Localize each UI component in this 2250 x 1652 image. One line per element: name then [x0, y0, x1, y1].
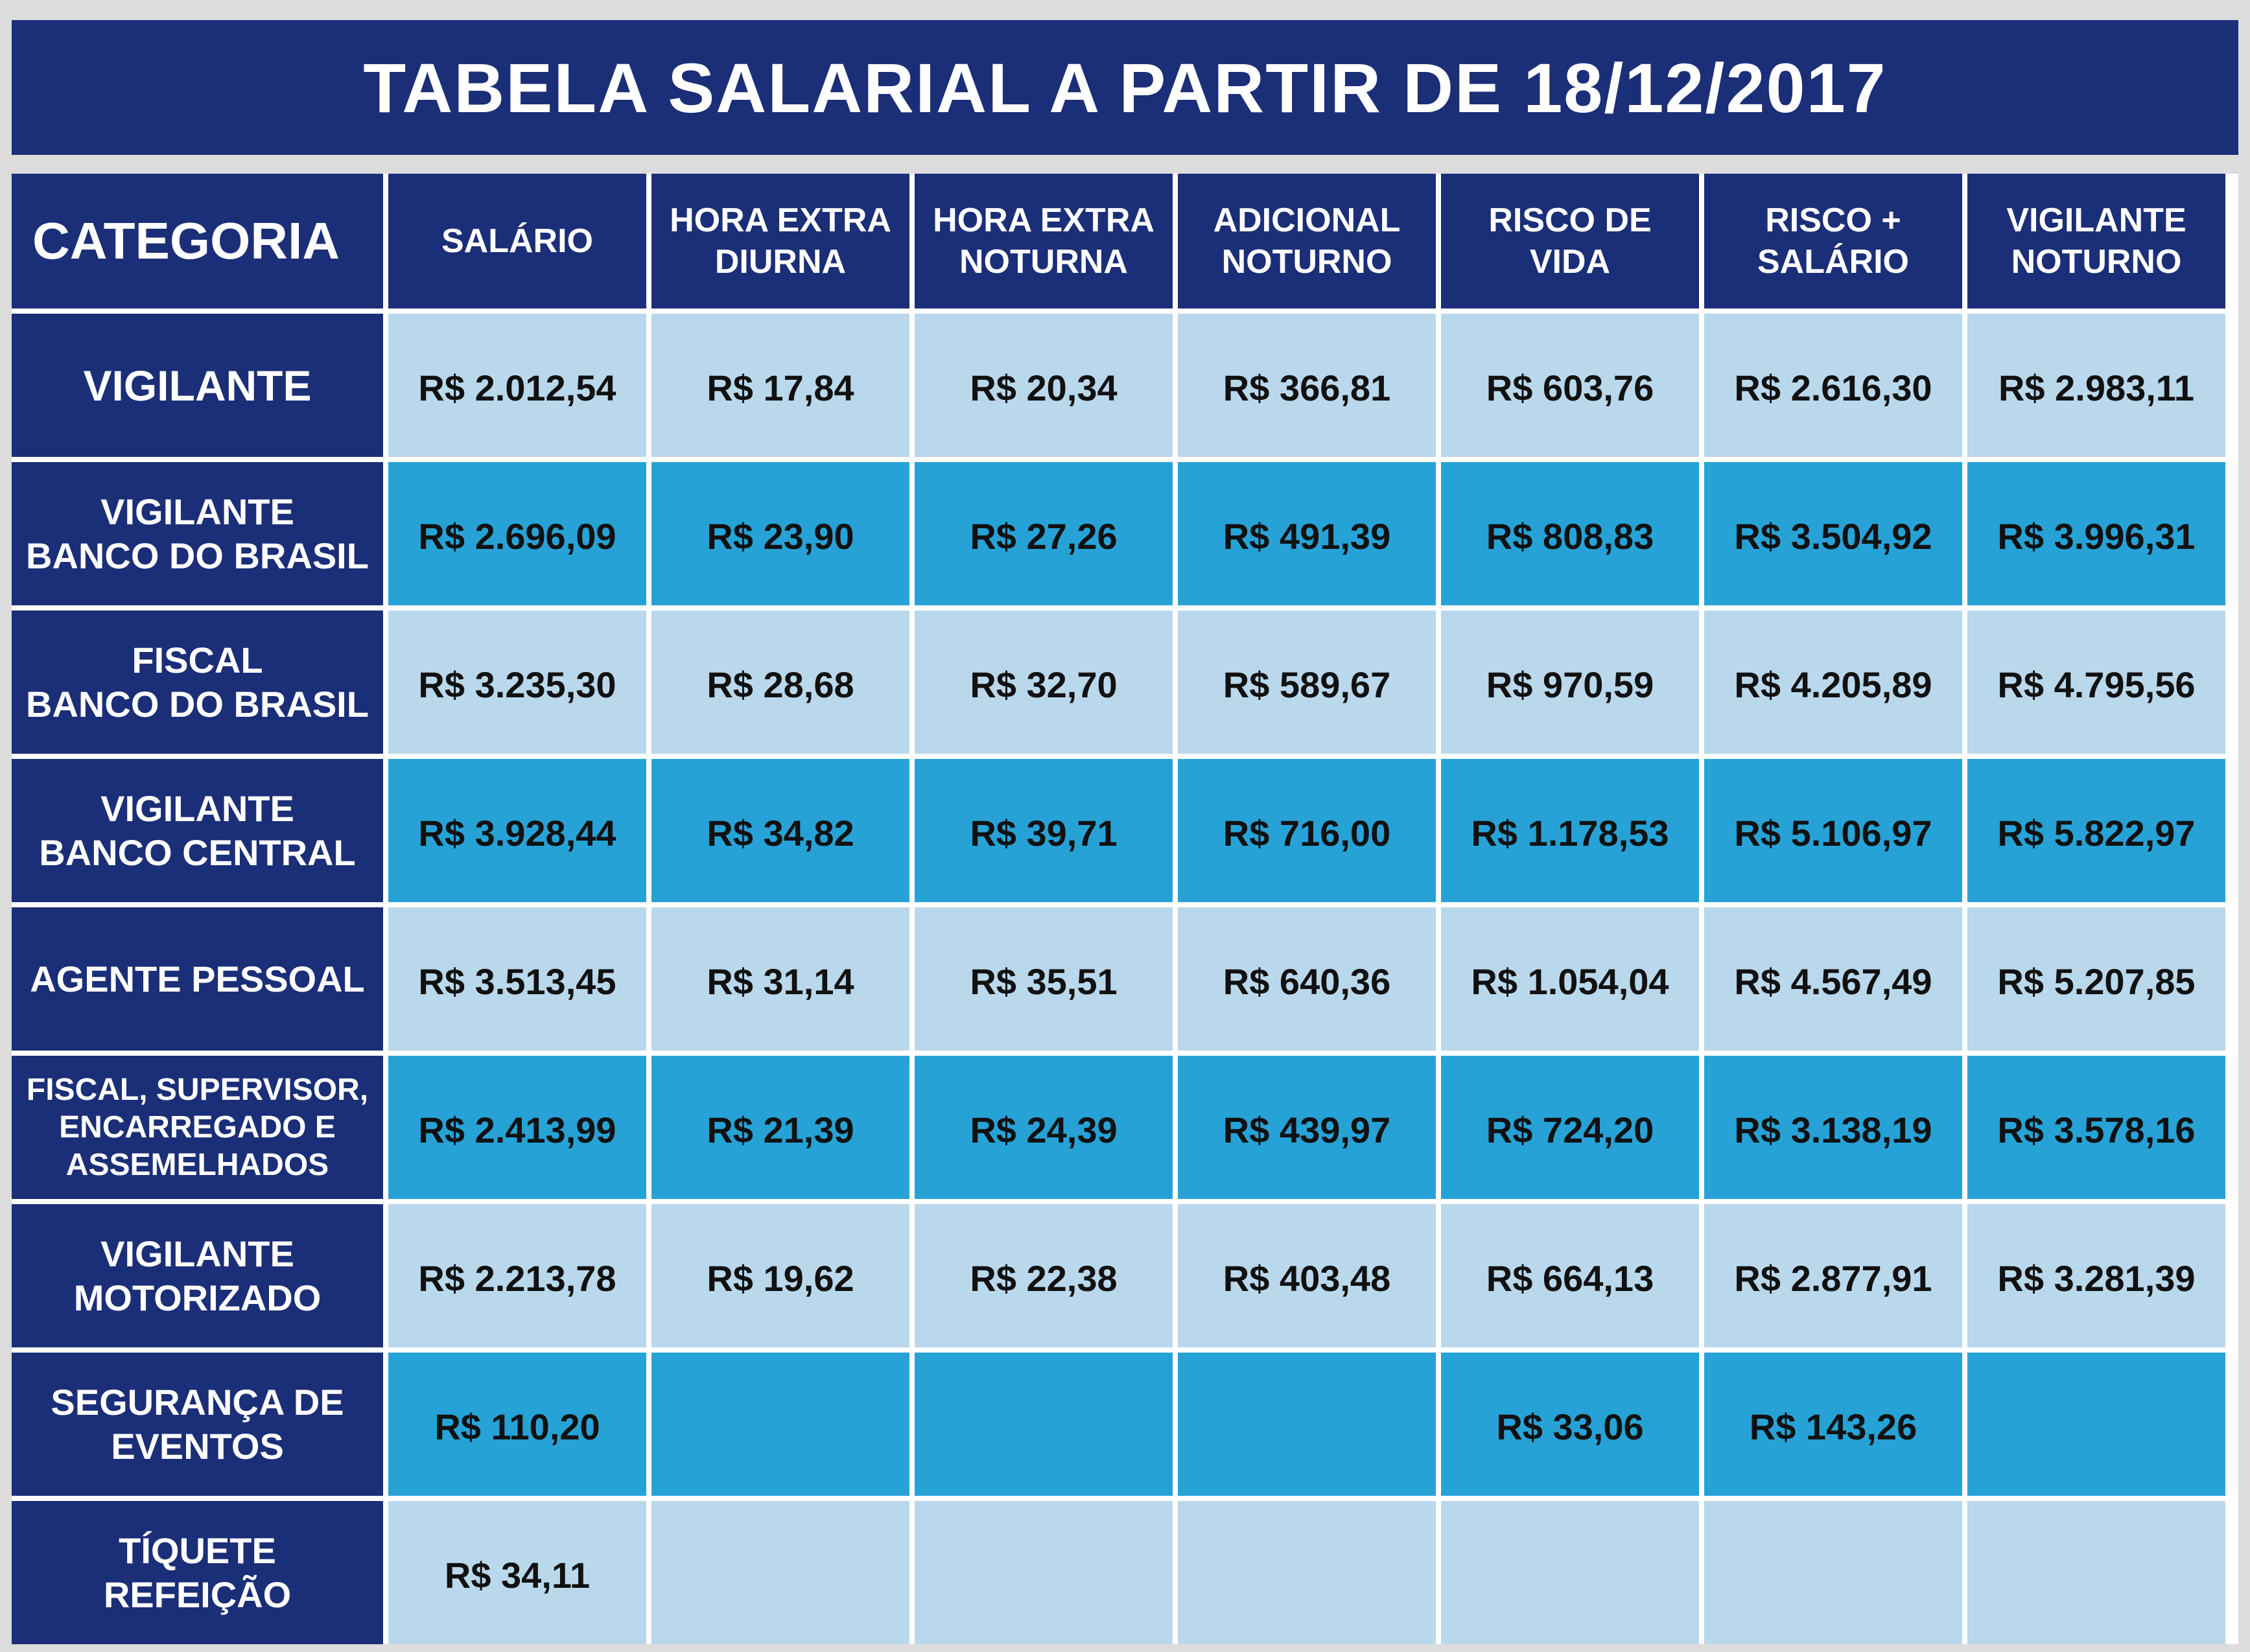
- header-vigilante-noturno: VIGILANTE NOTURNO: [1967, 174, 2225, 308]
- table-cell: R$ 3.578,16: [1967, 1056, 2225, 1199]
- table-cell: R$ 24,39: [915, 1056, 1173, 1199]
- header-salario: SALÁRIO: [388, 174, 646, 308]
- table-cell: [1967, 1501, 2225, 1644]
- table-cell: R$ 1.054,04: [1441, 907, 1699, 1051]
- table-cell: R$ 2.877,91: [1704, 1204, 1962, 1347]
- table-cell: R$ 143,26: [1704, 1353, 1962, 1496]
- table-cell: R$ 23,90: [651, 462, 909, 605]
- row-label: SEGURANÇA DE EVENTOS: [12, 1353, 383, 1496]
- table-cell: R$ 3.235,30: [388, 611, 646, 754]
- table-cell: R$ 3.996,31: [1967, 462, 2225, 605]
- table-cell: R$ 603,76: [1441, 314, 1699, 457]
- table-cell: R$ 3.138,19: [1704, 1056, 1962, 1199]
- table-cell: [1178, 1353, 1436, 1496]
- table-cell: R$ 5.106,97: [1704, 759, 1962, 902]
- row-label: FISCAL BANCO DO BRASIL: [12, 611, 383, 754]
- title-bar: TABELA SALARIAL A PARTIR DE 18/12/2017: [12, 20, 2238, 155]
- header-hora-extra-diurna: HORA EXTRA DIURNA: [651, 174, 909, 308]
- table-cell: R$ 640,36: [1178, 907, 1436, 1051]
- table-cell: R$ 35,51: [915, 907, 1173, 1051]
- table-cell: R$ 2.213,78: [388, 1204, 646, 1347]
- table-cell: [1441, 1501, 1699, 1644]
- table-cell: R$ 589,67: [1178, 611, 1436, 754]
- table-cell: R$ 1.178,53: [1441, 759, 1699, 902]
- header-category: CATEGORIA: [12, 174, 383, 308]
- table-cell: R$ 664,13: [1441, 1204, 1699, 1347]
- table-cell: R$ 2.696,09: [388, 462, 646, 605]
- row-label: VIGILANTE BANCO DO BRASIL: [12, 462, 383, 605]
- table-cell: R$ 19,62: [651, 1204, 909, 1347]
- table-cell: R$ 21,39: [651, 1056, 909, 1199]
- header-adicional-noturno: ADICIONAL NOTURNO: [1178, 174, 1436, 308]
- table-cell: R$ 33,06: [1441, 1353, 1699, 1496]
- table-cell: R$ 3.504,92: [1704, 462, 1962, 605]
- table-cell: [1967, 1353, 2225, 1496]
- header-risco-salario: RISCO + SALÁRIO: [1704, 174, 1962, 308]
- table-cell: R$ 970,59: [1441, 611, 1699, 754]
- table-cell: R$ 3.513,45: [388, 907, 646, 1051]
- salary-table: CATEGORIA SALÁRIO HORA EXTRA DIURNA HORA…: [12, 174, 2238, 1644]
- row-label: VIGILANTE: [12, 314, 383, 457]
- table-cell: R$ 2.616,30: [1704, 314, 1962, 457]
- table-cell: R$ 3.281,39: [1967, 1204, 2225, 1347]
- table-cell: R$ 2.012,54: [388, 314, 646, 457]
- table-cell: R$ 28,68: [651, 611, 909, 754]
- header-hora-extra-noturna: HORA EXTRA NOTURNA: [915, 174, 1173, 308]
- table-cell: [915, 1501, 1173, 1644]
- table-cell: R$ 34,11: [388, 1501, 646, 1644]
- table-cell: R$ 31,14: [651, 907, 909, 1051]
- row-label: VIGILANTE MOTORIZADO: [12, 1204, 383, 1347]
- table-cell: R$ 4.205,89: [1704, 611, 1962, 754]
- table-cell: R$ 5.822,97: [1967, 759, 2225, 902]
- page-title: TABELA SALARIAL A PARTIR DE 18/12/2017: [363, 48, 1887, 127]
- table-cell: [1178, 1501, 1436, 1644]
- row-label: AGENTE PESSOAL: [12, 907, 383, 1051]
- table-cell: R$ 17,84: [651, 314, 909, 457]
- table-cell: [651, 1353, 909, 1496]
- table-cell: R$ 34,82: [651, 759, 909, 902]
- table-cell: [1704, 1501, 1962, 1644]
- table-cell: R$ 724,20: [1441, 1056, 1699, 1199]
- row-label: FISCAL, SUPERVISOR, ENCARREGADO E ASSEME…: [12, 1056, 383, 1199]
- table-cell: R$ 491,39: [1178, 462, 1436, 605]
- row-label: TÍQUETE REFEIÇÃO: [12, 1501, 383, 1644]
- table-cell: R$ 403,48: [1178, 1204, 1436, 1347]
- header-risco-de-vida: RISCO DE VIDA: [1441, 174, 1699, 308]
- table-cell: R$ 2.983,11: [1967, 314, 2225, 457]
- table-cell: R$ 2.413,99: [388, 1056, 646, 1199]
- table-cell: R$ 716,00: [1178, 759, 1436, 902]
- table-cell: R$ 366,81: [1178, 314, 1436, 457]
- table-cell: R$ 27,26: [915, 462, 1173, 605]
- table-cell: R$ 5.207,85: [1967, 907, 2225, 1051]
- table-cell: R$ 4.795,56: [1967, 611, 2225, 754]
- table-cell: R$ 3.928,44: [388, 759, 646, 902]
- table-cell: R$ 39,71: [915, 759, 1173, 902]
- table-cell: R$ 22,38: [915, 1204, 1173, 1347]
- table-cell: R$ 110,20: [388, 1353, 646, 1496]
- table-cell: R$ 808,83: [1441, 462, 1699, 605]
- table-cell: R$ 439,97: [1178, 1056, 1436, 1199]
- table-cell: R$ 32,70: [915, 611, 1173, 754]
- table-cell: [651, 1501, 909, 1644]
- row-label: VIGILANTE BANCO CENTRAL: [12, 759, 383, 902]
- table-cell: [915, 1353, 1173, 1496]
- table-cell: R$ 20,34: [915, 314, 1173, 457]
- table-cell: R$ 4.567,49: [1704, 907, 1962, 1051]
